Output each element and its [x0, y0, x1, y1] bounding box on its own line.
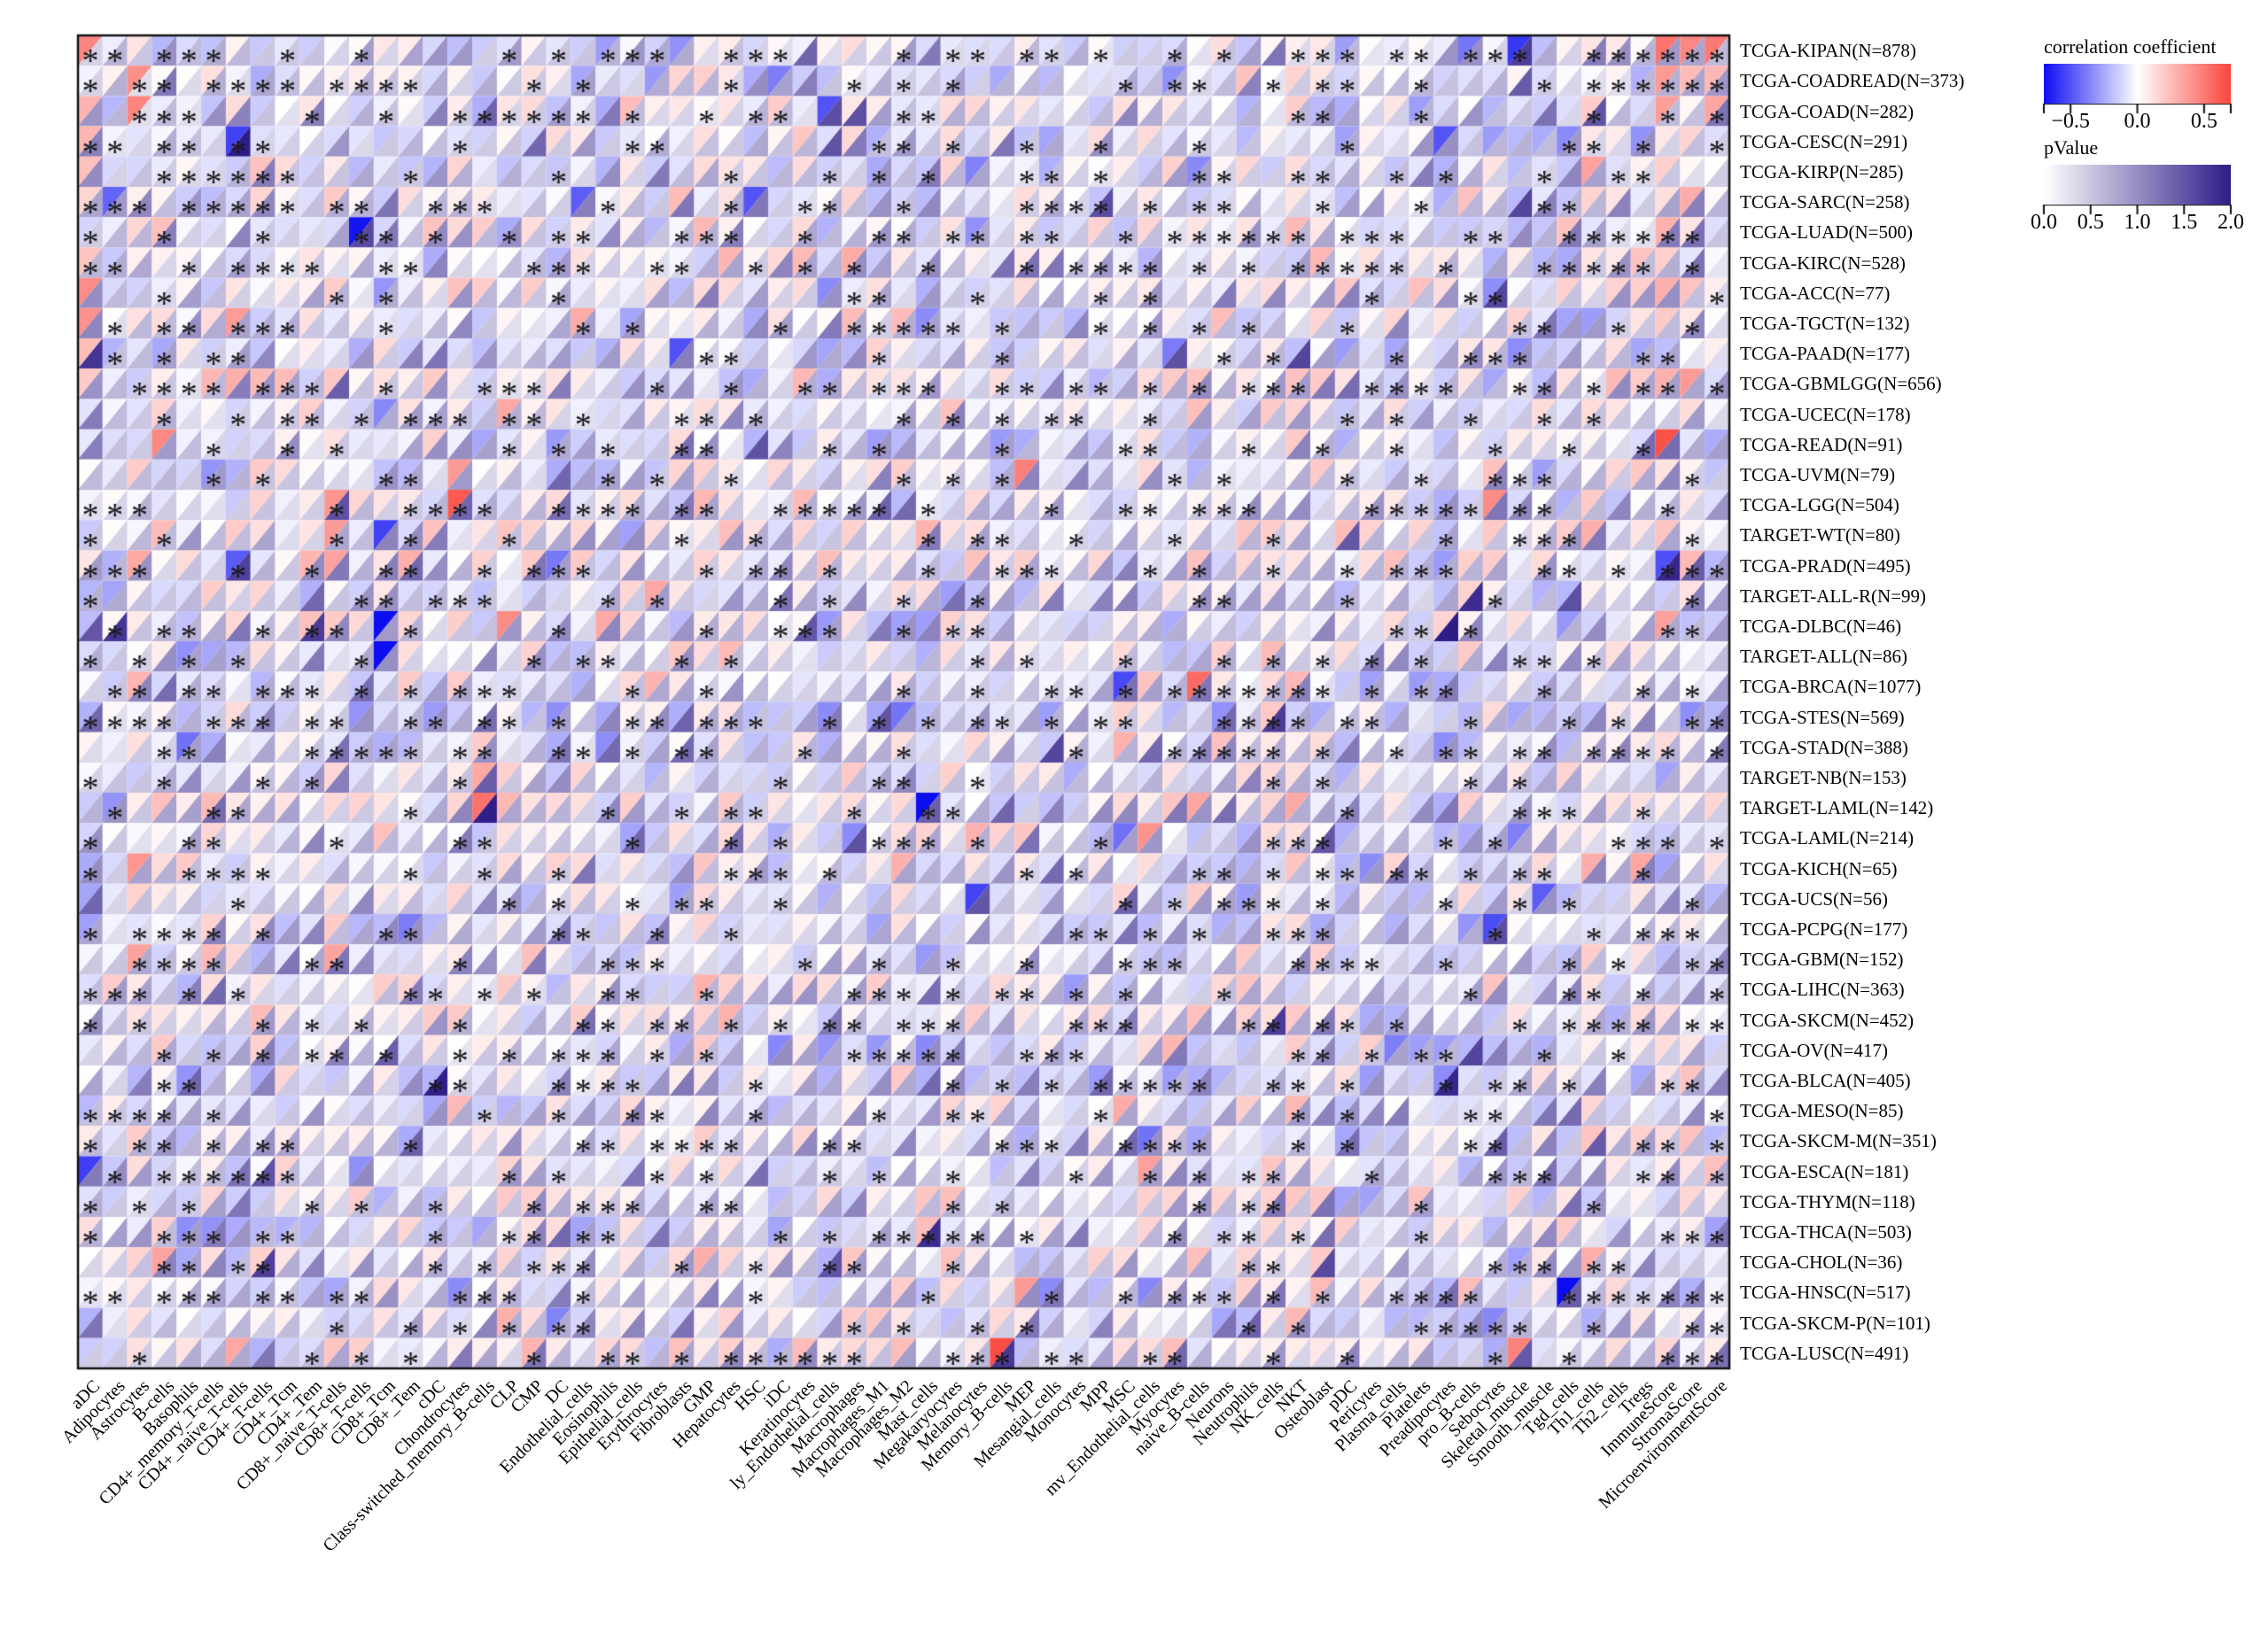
- legend-tick-label: −0.5: [2051, 110, 2090, 133]
- row-label: TCGA-MESO(N=85): [1740, 1100, 1904, 1122]
- row-label: TCGA-SKCM-M(N=351): [1740, 1130, 1937, 1152]
- row-label: TARGET-WT(N=80): [1740, 524, 1900, 546]
- row-label: TCGA-LAML(N=214): [1740, 827, 1915, 849]
- row-label: TCGA-LIHC(N=363): [1740, 979, 1905, 1001]
- legend-tick-label: 1.0: [2124, 211, 2151, 234]
- row-label: TCGA-GBMLGG(N=656): [1740, 373, 1942, 395]
- row-label: TCGA-PRAD(N=495): [1740, 554, 1911, 577]
- row-label: TCGA-THYM(N=118): [1740, 1190, 1915, 1213]
- row-label: TARGET-LAML(N=142): [1740, 797, 1934, 819]
- row-label: TARGET-ALL(N=86): [1740, 646, 1908, 668]
- row-label: TCGA-KICH(N=65): [1740, 857, 1898, 879]
- row-label: TCGA-LGG(N=504): [1740, 494, 1899, 516]
- row-label: TCGA-UCS(N=56): [1740, 887, 1889, 910]
- row-label: TCGA-PAAD(N=177): [1740, 343, 1910, 365]
- row-label: TCGA-KIRP(N=285): [1740, 160, 1904, 182]
- legend-tick-label: 0.5: [2190, 110, 2218, 133]
- row-label: TCGA-CESC(N=291): [1740, 130, 1908, 152]
- row-label: TCGA-HNSC(N=517): [1740, 1282, 1911, 1304]
- row-label: TCGA-STAD(N=388): [1740, 736, 1908, 758]
- row-label: TCGA-BRCA(N=1077): [1740, 676, 1922, 698]
- legend-gradient-correlation: [2044, 64, 2231, 104]
- row-label: TCGA-ESCA(N=181): [1740, 1160, 1909, 1182]
- row-label: TCGA-PCPG(N=177): [1740, 918, 1908, 941]
- row-label: TCGA-COADREAD(N=373): [1740, 70, 1965, 92]
- row-label: TCGA-ACC(N=77): [1740, 282, 1891, 304]
- row-label: TCGA-CHOL(N=36): [1740, 1251, 1903, 1274]
- legend-tick-label: 1.5: [2171, 211, 2198, 234]
- row-label: TCGA-OV(N=417): [1740, 1039, 1888, 1061]
- legend-title-correlation: correlation coefficient: [2044, 35, 2217, 58]
- legend-tick-label: 2.0: [2218, 211, 2244, 234]
- row-label: TCGA-KIPAN(N=878): [1740, 40, 1916, 62]
- row-label: TCGA-COAD(N=282): [1740, 100, 1915, 122]
- row-label: TCGA-BLCA(N=405): [1740, 1070, 1911, 1092]
- row-label: TCGA-LUSC(N=491): [1740, 1342, 1909, 1364]
- row-label: TCGA-THCA(N=503): [1740, 1221, 1912, 1243]
- row-label: TCGA-SARC(N=258): [1740, 191, 1910, 213]
- row-label: TCGA-STES(N=569): [1740, 706, 1905, 728]
- legend-tick-label: 0.0: [2031, 211, 2057, 234]
- legend-tick-label: 0.0: [2124, 110, 2151, 133]
- row-label: TARGET-ALL-R(N=99): [1740, 585, 1927, 607]
- row-label: TCGA-SKCM(N=452): [1740, 1009, 1915, 1031]
- row-label: TCGA-KIRC(N=528): [1740, 252, 1906, 274]
- legend-tick-label: 0.5: [2077, 211, 2104, 234]
- row-label: TCGA-TGCT(N=132): [1740, 312, 1910, 334]
- row-label: TARGET-NB(N=153): [1740, 767, 1907, 788]
- row-label: TCGA-GBM(N=152): [1740, 949, 1904, 971]
- row-label: TCGA-UCEC(N=178): [1740, 403, 1911, 425]
- row-label: TCGA-UVM(N=79): [1740, 463, 1896, 485]
- row-label: TCGA-LUAD(N=500): [1740, 221, 1913, 244]
- row-label: TCGA-READ(N=91): [1740, 433, 1903, 455]
- legend-title-pvalue: pValue: [2044, 136, 2099, 159]
- row-label: TCGA-SKCM-P(N=101): [1740, 1312, 1930, 1334]
- row-label: TCGA-DLBC(N=46): [1740, 615, 1902, 637]
- legend-gradient-pvalue: [2044, 165, 2231, 205]
